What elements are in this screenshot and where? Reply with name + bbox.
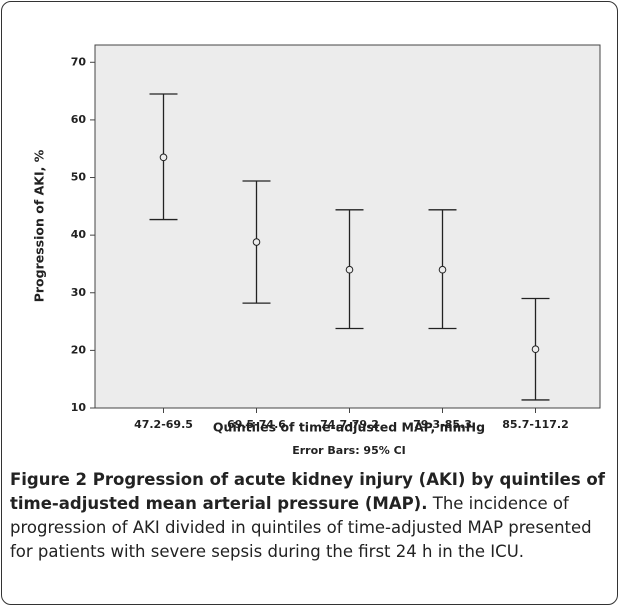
y-tick-label: 60 [71, 113, 87, 126]
caption-title: Figure 2 Progression of acute kidney inj… [10, 470, 605, 513]
x-tick-label: 74.7-79.2 [320, 418, 379, 431]
point [252, 238, 261, 246]
plot-area [94, 44, 601, 409]
point [438, 265, 447, 274]
caption-text: The incidence of progression of AKI divi… [10, 494, 592, 561]
point [531, 345, 540, 354]
x-tick-label: 79.3-85.3 [413, 418, 472, 431]
y-tick-label: 10 [71, 401, 87, 414]
x-tick-label: 47.2-69.5 [134, 418, 193, 431]
x-axis-label: Quintiles of time-adjusted MAP, mmHg [213, 420, 485, 435]
y-tick-label: 30 [71, 286, 87, 299]
y-tick-label: 40 [71, 228, 87, 241]
point [345, 265, 354, 274]
x-tick-label: 85.7-117.2 [502, 418, 569, 431]
chart: Progression of AKI, % Quintiles of time-… [32, 44, 601, 457]
y-axis-label: Progression of AKI, % [32, 149, 47, 302]
y-tick-label: 70 [71, 55, 87, 68]
x-tick-label: 69.5-74.6 [227, 418, 286, 431]
point [159, 153, 168, 162]
y-tick-label: 20 [71, 343, 87, 356]
caption: Figure 2 Progression of acute kidney inj… [10, 468, 610, 564]
note: Error Bars: 95% CI [292, 444, 406, 457]
y-tick-label: 50 [71, 171, 87, 184]
